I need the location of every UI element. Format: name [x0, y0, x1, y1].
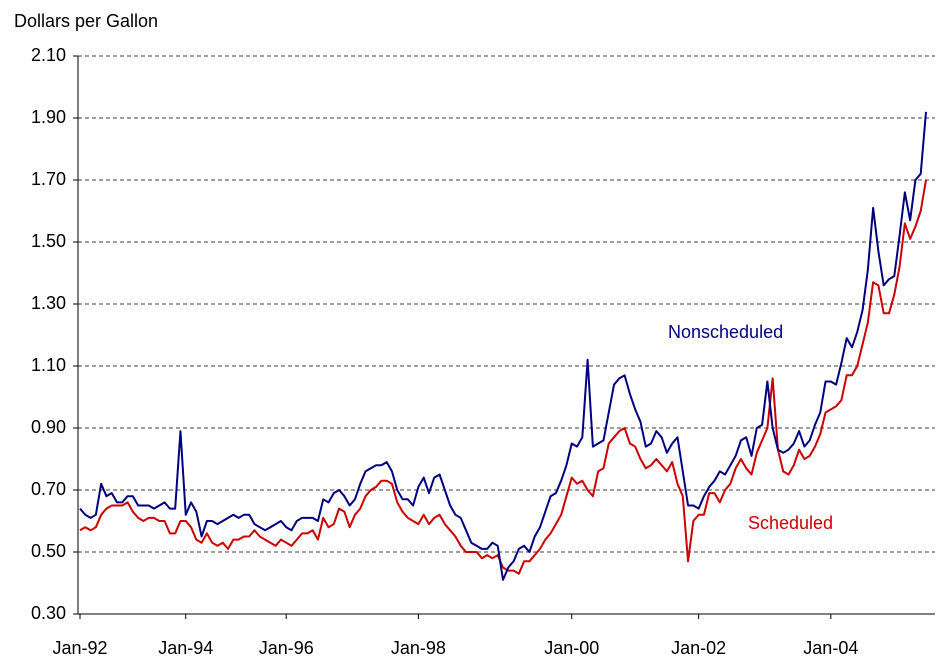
y-tick-label: 1.90 [31, 107, 66, 127]
y-axis-title: Dollars per Gallon [14, 11, 158, 31]
x-tick-label: Jan-00 [544, 638, 599, 658]
y-tick-label: 1.30 [31, 293, 66, 313]
x-tick-label: Jan-02 [671, 638, 726, 658]
x-tick-label: Jan-96 [259, 638, 314, 658]
series-line [79, 179, 927, 575]
x-tick-label: Jan-92 [52, 638, 107, 658]
y-tick-label: 0.50 [31, 541, 66, 561]
x-tick-label: Jan-94 [158, 638, 213, 658]
series-label: Nonscheduled [668, 322, 783, 342]
y-tick-label: 2.10 [31, 45, 66, 65]
y-tick-label: 0.90 [31, 417, 66, 437]
y-tick-label: 1.70 [31, 169, 66, 189]
x-tick-label: Jan-04 [803, 638, 858, 658]
y-tick-label: 0.30 [31, 603, 66, 623]
series-line [79, 111, 927, 581]
y-tick-label: 1.50 [31, 231, 66, 251]
series-label: Scheduled [748, 513, 833, 533]
x-tick-label: Jan-98 [391, 638, 446, 658]
y-tick-label: 1.10 [31, 355, 66, 375]
y-tick-label: 0.70 [31, 479, 66, 499]
